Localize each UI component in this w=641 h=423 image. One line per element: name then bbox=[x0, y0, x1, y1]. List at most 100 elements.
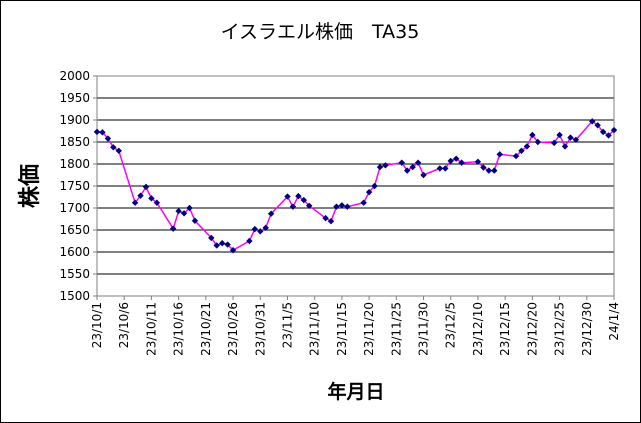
data-point bbox=[218, 240, 226, 247]
y-tick-label: 1900 bbox=[59, 113, 90, 127]
data-point bbox=[322, 214, 329, 222]
data-point bbox=[338, 202, 346, 209]
data-point bbox=[148, 195, 155, 202]
x-tick-label: 23/10/21 bbox=[199, 302, 213, 356]
x-tick-label: 23/12/10 bbox=[471, 302, 485, 356]
x-tick-label: 23/11/15 bbox=[335, 302, 349, 356]
data-point bbox=[93, 128, 101, 136]
x-tick-label: 24/1/4 bbox=[607, 302, 621, 341]
series-line bbox=[96, 120, 615, 252]
data-point bbox=[382, 162, 389, 169]
y-tick-label: 1700 bbox=[59, 201, 90, 215]
data-point bbox=[142, 183, 150, 191]
data-point bbox=[518, 147, 525, 154]
data-point bbox=[610, 126, 618, 134]
data-point bbox=[110, 144, 117, 151]
data-point bbox=[529, 131, 536, 139]
data-point bbox=[153, 199, 161, 206]
data-point bbox=[485, 167, 493, 174]
data-point bbox=[371, 182, 378, 190]
data-point bbox=[556, 131, 563, 139]
y-tick-label: 1950 bbox=[59, 91, 90, 105]
data-point bbox=[452, 155, 460, 162]
data-point bbox=[605, 132, 612, 139]
x-axis-ticks: 23/10/1 23/10/6 23/10/11 23/10/16 23/10/21 23… bbox=[90, 296, 621, 356]
x-tick-label: 23/12/30 bbox=[580, 302, 594, 356]
data-point bbox=[186, 204, 193, 212]
data-point bbox=[572, 136, 580, 143]
data-point bbox=[480, 164, 487, 171]
data-point bbox=[436, 165, 444, 172]
data-point bbox=[300, 196, 307, 204]
x-tick-label: 23/10/11 bbox=[144, 302, 158, 356]
data-point bbox=[175, 207, 182, 215]
x-tick-label: 23/11/10 bbox=[308, 302, 322, 356]
data-point bbox=[442, 165, 449, 172]
data-point bbox=[523, 143, 531, 150]
data-point bbox=[224, 241, 231, 248]
x-tick-label: 23/10/1 bbox=[90, 302, 104, 348]
y-tick-label: 1600 bbox=[59, 245, 90, 259]
data-point bbox=[327, 218, 335, 225]
data-point bbox=[251, 225, 259, 233]
data-point bbox=[284, 193, 291, 200]
y-axis-title: 株価 bbox=[18, 164, 43, 208]
data-point bbox=[365, 188, 373, 196]
data-point bbox=[262, 224, 269, 231]
x-tick-label: 23/10/31 bbox=[253, 302, 267, 356]
x-tick-label: 23/10/16 bbox=[172, 302, 186, 356]
data-point bbox=[99, 129, 106, 136]
data-point bbox=[447, 157, 454, 165]
x-tick-label: 23/12/15 bbox=[498, 302, 512, 356]
data-point bbox=[191, 217, 199, 224]
x-tick-label: 23/11/5 bbox=[280, 302, 294, 348]
x-tick-label: 23/12/20 bbox=[525, 302, 539, 356]
data-point bbox=[550, 139, 558, 147]
data-point bbox=[398, 159, 405, 166]
data-point bbox=[404, 167, 411, 174]
data-point bbox=[534, 138, 542, 146]
x-tick-label: 23/11/25 bbox=[389, 302, 403, 356]
x-tick-label: 23/11/20 bbox=[362, 302, 376, 356]
chart-title: イスラエル株価 TA35 bbox=[221, 21, 420, 43]
data-point bbox=[131, 199, 139, 206]
data-point bbox=[599, 128, 607, 136]
data-point bbox=[360, 199, 367, 206]
y-tick-label: 1850 bbox=[59, 135, 90, 149]
data-point bbox=[180, 210, 188, 217]
x-tick-label: 23/12/5 bbox=[444, 302, 458, 348]
data-point bbox=[169, 225, 177, 232]
data-point bbox=[333, 203, 340, 210]
x-axis-title: 年月日 bbox=[327, 380, 384, 403]
data-point bbox=[567, 134, 574, 141]
data-point bbox=[229, 247, 237, 254]
y-tick-label: 1650 bbox=[59, 223, 90, 237]
data-point bbox=[496, 151, 503, 158]
data-point bbox=[594, 122, 601, 129]
data-point bbox=[561, 143, 569, 150]
x-tick-label: 23/10/26 bbox=[226, 302, 240, 356]
data-point bbox=[246, 237, 253, 245]
data-point bbox=[458, 159, 465, 166]
data-point bbox=[257, 228, 264, 235]
data-point bbox=[420, 171, 427, 179]
data-point bbox=[344, 203, 351, 210]
data-point bbox=[376, 163, 384, 171]
data-point bbox=[295, 192, 302, 200]
data-point bbox=[104, 135, 112, 142]
y-tick-label: 1750 bbox=[59, 179, 90, 193]
data-point bbox=[208, 234, 215, 242]
y-tick-label: 1500 bbox=[59, 289, 90, 303]
data-point bbox=[414, 159, 422, 166]
data-point bbox=[474, 158, 482, 165]
data-point bbox=[289, 203, 297, 210]
data-point bbox=[213, 242, 220, 249]
x-tick-label: 23/10/6 bbox=[117, 302, 131, 348]
data-point bbox=[306, 202, 313, 209]
data-point bbox=[267, 210, 275, 217]
data-point bbox=[512, 152, 520, 160]
data-point bbox=[115, 147, 122, 154]
series-ta35 bbox=[93, 118, 618, 254]
